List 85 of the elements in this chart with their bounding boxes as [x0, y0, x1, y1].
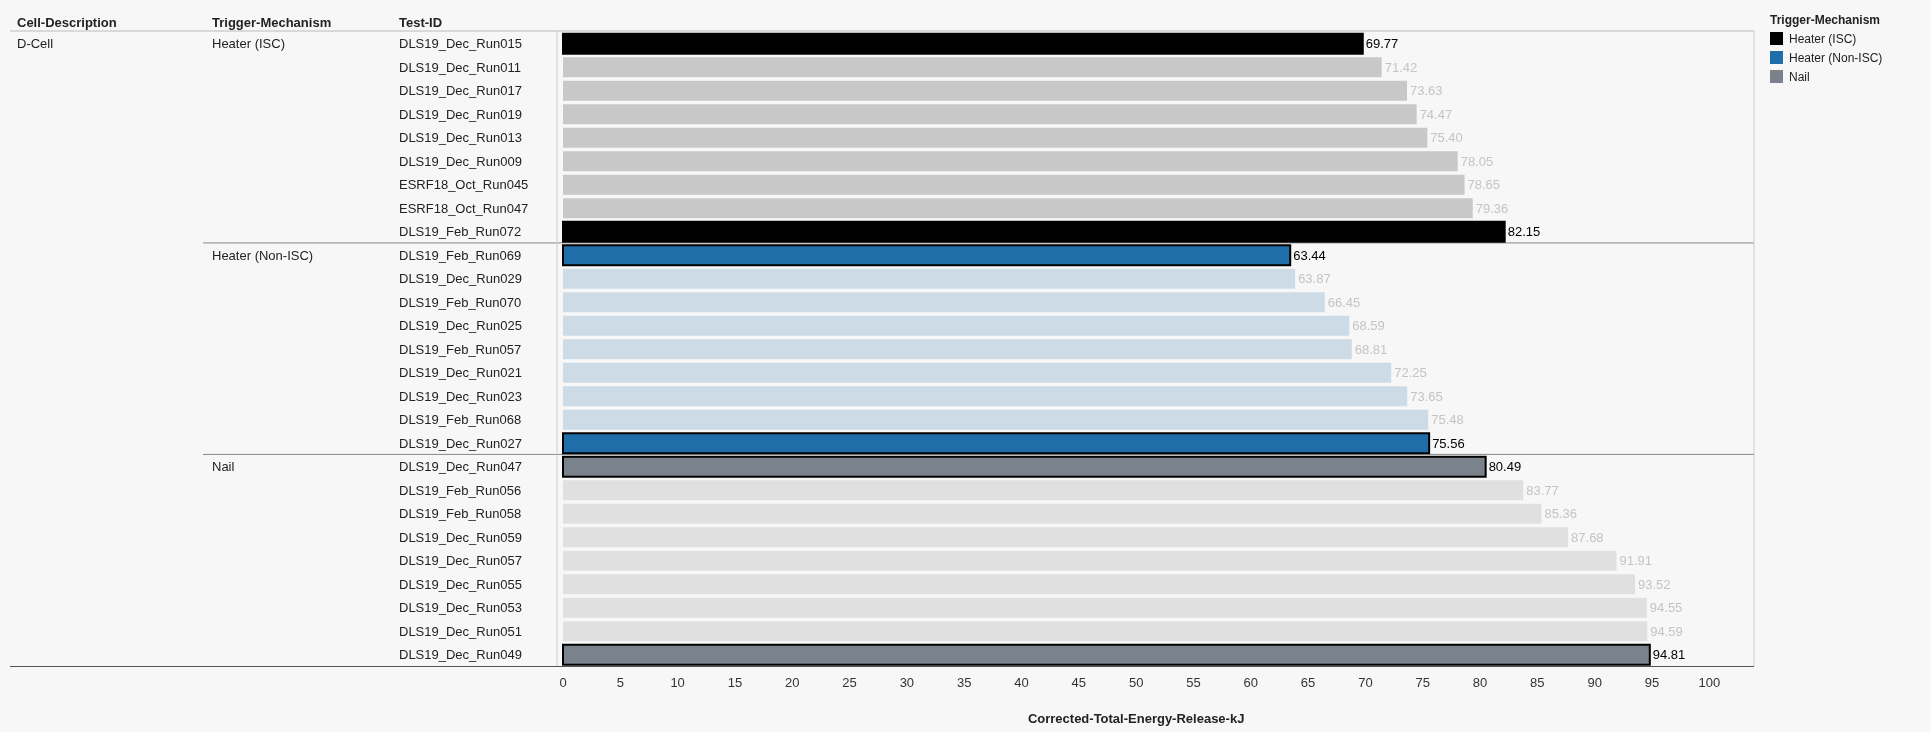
bar	[563, 621, 1648, 642]
bar	[563, 174, 1465, 195]
x-axis-title: Corrected-Total-Energy-Release-kJ	[1027, 710, 1245, 726]
bar	[562, 432, 1431, 455]
bar	[562, 32, 1364, 55]
x-tick-label: 80	[1472, 674, 1488, 690]
x-tick-label: 10	[670, 674, 685, 690]
x-tick-label: 100	[1698, 674, 1721, 690]
x-tick-label: 5	[616, 674, 624, 690]
y-tick-label: DLS19_Feb_Run057	[399, 341, 522, 357]
x-tick-label: 70	[1358, 674, 1373, 690]
x-tick-label: 55	[1186, 674, 1201, 690]
y-tick-label: DLS19_Dec_Run019	[399, 106, 522, 122]
y-tick-label: DLS19_Dec_Run057	[399, 553, 522, 569]
text: Nail	[212, 459, 235, 475]
y-tick-label: DLS19_Feb_Run058	[399, 506, 522, 522]
x-tick-label: 85	[1530, 674, 1545, 690]
data-label: 82.15	[1507, 224, 1541, 240]
y-tick-label: DLS19_Dec_Run023	[399, 388, 522, 404]
y-tick-label: DLS19_Dec_Run049	[399, 647, 522, 663]
bar	[563, 57, 1382, 78]
x-tick-label: 30	[899, 674, 915, 690]
bar	[563, 386, 1408, 407]
y-tick-label: DLS19_Dec_Run021	[399, 365, 522, 381]
bar	[563, 409, 1429, 430]
text: Heater (ISC)	[212, 36, 285, 52]
text: Heater (Non-ISC)	[212, 247, 314, 263]
text: Test-ID	[399, 14, 443, 30]
y-tick-label: DLS19_Dec_Run027	[399, 435, 522, 451]
x-tick-label: 35	[956, 674, 972, 690]
y-tick-label: DLS19_Dec_Run059	[399, 529, 522, 545]
bar	[563, 198, 1473, 219]
bar	[562, 455, 1487, 478]
y-tick-label: DLS19_Dec_Run015	[399, 36, 522, 52]
y-tick-label: DLS19_Feb_Run068	[399, 412, 522, 428]
data-label: 63.44	[1293, 247, 1326, 263]
y-tick-label: DLS19_Feb_Run072	[399, 224, 522, 240]
bar	[563, 104, 1417, 125]
y-tick-label: DLS19_Dec_Run047	[399, 459, 522, 475]
text: Trigger-Mechanism	[212, 14, 332, 30]
x-tick-label: 75	[1415, 674, 1430, 690]
x-tick-label: 50	[1128, 674, 1144, 690]
x-tick-label: 15	[727, 674, 743, 690]
y-tick-label: ESRF18_Oct_Run047	[399, 200, 529, 216]
bar	[563, 339, 1352, 360]
y-tick-label: DLS19_Dec_Run055	[399, 576, 522, 592]
bar	[563, 315, 1350, 336]
y-tick-label: DLS19_Dec_Run053	[399, 600, 522, 616]
text: Cell-Description	[17, 14, 117, 30]
bar	[562, 643, 1651, 666]
x-tick-label: 90	[1587, 674, 1602, 690]
y-tick-label: DLS19_Dec_Run029	[399, 271, 522, 287]
y-tick-label: DLS19_Dec_Run051	[399, 623, 522, 639]
x-tick-label: 45	[1071, 674, 1087, 690]
bar	[563, 80, 1408, 101]
y-tick-label: DLS19_Dec_Run009	[399, 153, 522, 169]
bar	[563, 151, 1458, 172]
legend-label: Heater (Non-ISC)	[1789, 50, 1883, 65]
data-label: 80.49	[1488, 459, 1522, 475]
data-label: 69.77	[1365, 36, 1399, 52]
data-label: 75.56	[1432, 435, 1465, 451]
x-tick-label: 20	[785, 674, 800, 690]
y-tick-label: DLS19_Dec_Run025	[399, 318, 522, 334]
y-tick-label: ESRF18_Oct_Run045	[399, 177, 529, 193]
y-tick-label: DLS19_Dec_Run011	[399, 59, 521, 75]
bar	[563, 362, 1392, 383]
x-tick-label: 25	[842, 674, 857, 690]
y-tick-label: DLS19_Dec_Run017	[399, 83, 522, 99]
x-tick-label: 65	[1300, 674, 1316, 690]
text: D-Cell	[17, 36, 54, 52]
y-tick-label: DLS19_Feb_Run070	[399, 294, 522, 310]
data-label: 94.81	[1652, 647, 1686, 663]
x-tick-label: 95	[1644, 674, 1660, 690]
legend-label: Nail	[1789, 69, 1810, 84]
y-tick-label: DLS19_Feb_Run069	[399, 247, 522, 263]
bar	[563, 292, 1325, 313]
y-tick-label: DLS19_Dec_Run013	[399, 130, 522, 146]
x-tick-label: 60	[1243, 674, 1259, 690]
y-tick-label: DLS19_Feb_Run056	[399, 482, 522, 498]
legend-label: Heater (ISC)	[1789, 31, 1857, 46]
legend-title: Trigger-Mechanism	[1770, 13, 1881, 28]
x-tick-label: 40	[1014, 674, 1029, 690]
bar	[563, 268, 1296, 289]
bar	[563, 127, 1428, 148]
x-tick-label: 0	[559, 674, 567, 690]
